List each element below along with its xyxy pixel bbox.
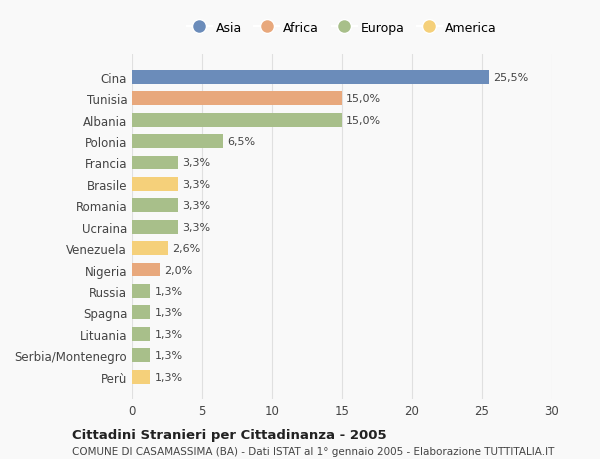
Text: 3,3%: 3,3% xyxy=(182,179,211,190)
Text: 15,0%: 15,0% xyxy=(346,115,382,125)
Text: 3,3%: 3,3% xyxy=(182,222,211,232)
Text: 1,3%: 1,3% xyxy=(154,286,182,296)
Bar xyxy=(132,156,178,170)
Bar xyxy=(132,178,178,191)
Text: COMUNE DI CASAMASSIMA (BA) - Dati ISTAT al 1° gennaio 2005 - Elaborazione TUTTIT: COMUNE DI CASAMASSIMA (BA) - Dati ISTAT … xyxy=(72,447,554,456)
Text: 25,5%: 25,5% xyxy=(493,73,529,83)
Bar xyxy=(132,348,150,362)
Bar xyxy=(132,241,169,256)
Text: 1,3%: 1,3% xyxy=(154,350,182,360)
Bar xyxy=(132,284,150,298)
Bar xyxy=(132,327,150,341)
Bar xyxy=(132,306,150,319)
Bar xyxy=(132,71,489,84)
Bar xyxy=(132,199,178,213)
Bar xyxy=(132,135,223,149)
Text: 2,6%: 2,6% xyxy=(173,244,201,253)
Text: 6,5%: 6,5% xyxy=(227,137,256,147)
Text: 2,0%: 2,0% xyxy=(164,265,193,275)
Text: 3,3%: 3,3% xyxy=(182,158,211,168)
Bar xyxy=(132,370,150,384)
Text: 1,3%: 1,3% xyxy=(154,329,182,339)
Bar xyxy=(132,263,160,277)
Text: Cittadini Stranieri per Cittadinanza - 2005: Cittadini Stranieri per Cittadinanza - 2… xyxy=(72,428,386,442)
Text: 3,3%: 3,3% xyxy=(182,201,211,211)
Bar xyxy=(132,220,178,234)
Bar xyxy=(132,92,342,106)
Text: 15,0%: 15,0% xyxy=(346,94,382,104)
Text: 1,3%: 1,3% xyxy=(154,372,182,382)
Text: 1,3%: 1,3% xyxy=(154,308,182,318)
Legend: Asia, Africa, Europa, America: Asia, Africa, Europa, America xyxy=(182,17,502,39)
Bar xyxy=(132,113,342,127)
